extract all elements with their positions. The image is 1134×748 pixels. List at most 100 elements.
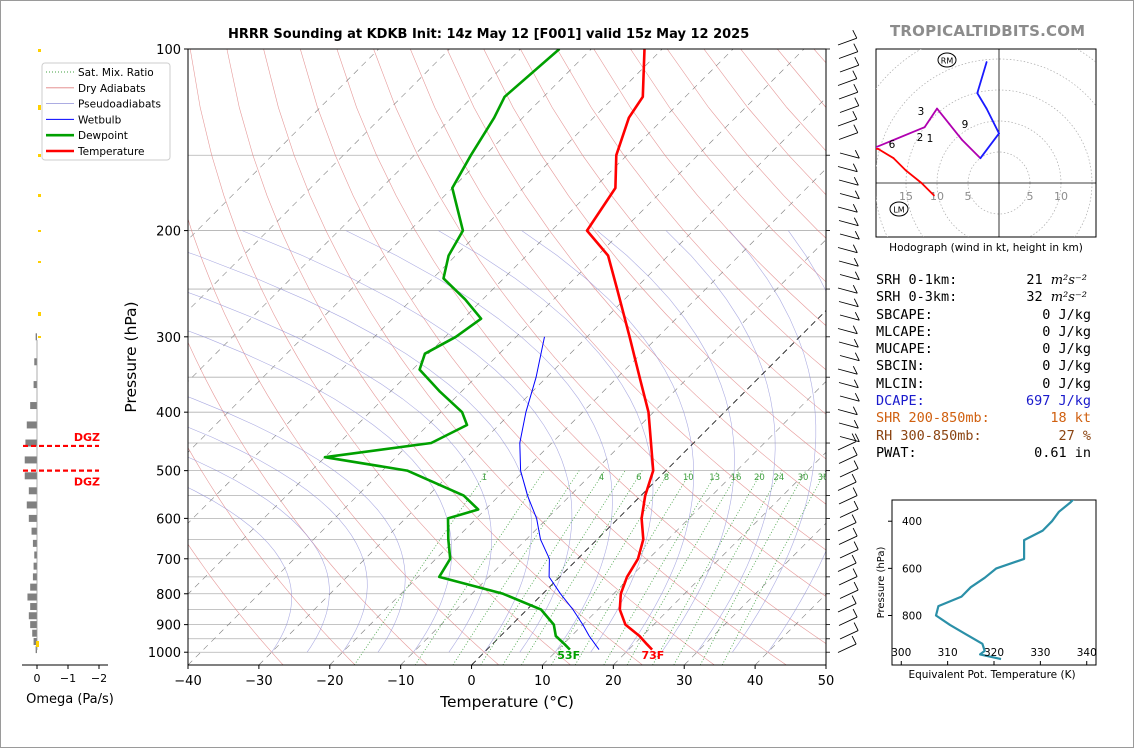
- wind-barb-flag: [853, 622, 859, 631]
- wind-barb-staff: [837, 78, 857, 86]
- param-value: 0 J/kg: [1042, 323, 1091, 340]
- omega-bar: [28, 514, 37, 522]
- hodograph-ring-label: 5: [1027, 190, 1034, 203]
- wind-barb-staff: [837, 287, 858, 294]
- mixing-ratio-line: [652, 470, 763, 665]
- mixing-ratio-label: 8: [664, 473, 669, 483]
- x-axis-label: Temperature (°C): [439, 693, 574, 711]
- wind-barb-staff: [837, 206, 858, 213]
- omega-marker: [38, 194, 41, 197]
- wind-barb-staff: [837, 166, 858, 173]
- omega-bar: [33, 562, 37, 570]
- wind-barb-flag: [851, 595, 857, 604]
- wind-barb-flag: [853, 257, 859, 267]
- pseudoadiabat-line: [438, 230, 654, 653]
- mixing-ratio-line: [574, 470, 692, 665]
- param-label: SRH 0-3km:: [876, 289, 958, 306]
- hodograph-trace-segment: [876, 126, 926, 149]
- param-unit: m²s⁻²: [1050, 273, 1087, 288]
- hodograph-ring-label: 10: [1054, 190, 1068, 203]
- wind-barb-flag: [851, 554, 857, 564]
- mixing-ratio-line: [521, 470, 643, 665]
- wind-barb-staff: [839, 193, 860, 200]
- param-row: MLCIN: 0 J/kg: [876, 376, 1091, 393]
- y-tick-label: 1000: [148, 646, 181, 661]
- hodograph-height-label: 9: [962, 119, 969, 131]
- dry-adiabat-line: [336, 49, 826, 644]
- param-row: PWAT: 0.61 in: [876, 445, 1091, 462]
- wind-barb-flag: [852, 203, 858, 213]
- dewpoint-surface-label: 53F: [557, 649, 580, 662]
- omega-bar: [30, 603, 37, 611]
- wind-barb-staff: [838, 341, 859, 348]
- wind-barb-staff: [837, 562, 857, 572]
- wind-barb-staff: [837, 247, 858, 254]
- wind-barb-staff: [839, 508, 859, 518]
- wind-barb-flag: [852, 446, 858, 456]
- param-label: SBCIN:: [876, 358, 925, 375]
- wind-barb-flag: [853, 43, 859, 52]
- wind-barb-staff: [837, 37, 857, 46]
- param-value: 0.61 in: [1034, 444, 1091, 461]
- y-axis-label: Pressure (hPa): [122, 301, 140, 412]
- param-label: SBCAPE:: [876, 306, 933, 323]
- param-value: 32 m²s⁻²: [1026, 289, 1087, 306]
- pseudoadiabat-line: [596, 230, 735, 653]
- wind-barb-flag: [854, 190, 860, 199]
- wind-barb-flag: [852, 365, 858, 375]
- wind-barb-staff: [838, 576, 858, 586]
- omega-bar: [31, 527, 37, 535]
- theta-e-y-axis-label: Pressure (hPa): [876, 547, 887, 619]
- wind-barb-staff: [837, 118, 857, 127]
- wind-barb-staff: [838, 535, 858, 545]
- mixing-ratio-label: 30: [798, 473, 809, 483]
- wind-barbs: [837, 29, 860, 653]
- param-unit: m²s⁻²: [1050, 290, 1087, 306]
- hodograph-area: 15 10 5 5 10: [876, 49, 1096, 237]
- mixing-ratio-line: [480, 470, 606, 665]
- omega-bar: [28, 612, 37, 620]
- x-tick-label: 20: [605, 674, 622, 689]
- left-mover-marker: [889, 201, 909, 217]
- wind-barb-flag: [853, 581, 859, 591]
- dry-adiabat-line: [188, 447, 356, 665]
- wind-barb-staff: [838, 301, 859, 308]
- isotherm-line: [400, 239, 826, 665]
- pseudoadiabat-line: [188, 426, 368, 653]
- param-row: RH 300-850mb: 27 %: [876, 428, 1091, 445]
- temperature-profile: [585, 49, 655, 651]
- omega-bar: [24, 472, 37, 480]
- omega-marker: [38, 230, 41, 232]
- param-label: RH 300-850mb:: [876, 427, 982, 444]
- dry-adiabat-line: [556, 49, 826, 371]
- legend-item-label: Pseudoadiabats: [78, 99, 161, 111]
- legend-item-label: Dewpoint: [78, 130, 128, 142]
- pseudoadiabat-line: [188, 396, 406, 653]
- wind-barb-staff: [837, 328, 858, 335]
- mixing-ratio-label: 1: [482, 473, 487, 483]
- wind-barb-staff: [837, 603, 857, 613]
- hodograph-trace-segment: [960, 138, 982, 160]
- param-label: SRH 0-1km:: [876, 272, 958, 288]
- theta-e-y-tick-label: 400: [902, 516, 922, 528]
- theta-e-x-tick-label: 340: [1077, 647, 1097, 659]
- hodograph-frame: [875, 48, 1097, 238]
- pseudoadiabat-line: [188, 487, 292, 653]
- hodograph-height-label: 2: [917, 132, 924, 144]
- wind-barb-flag: [854, 56, 860, 66]
- wind-barb-flag: [853, 217, 859, 226]
- dry-adiabat-line: [188, 543, 284, 665]
- omega-axis-label: Omega (Pa/s): [26, 692, 114, 707]
- pseudoadiabat-line: [241, 230, 573, 653]
- dry-adiabat-line: [189, 49, 571, 665]
- param-label: DCAPE:: [876, 393, 925, 410]
- omega-tick-label: −1: [60, 672, 76, 685]
- wind-barb-staff: [839, 233, 860, 240]
- mixing-ratio-line: [626, 470, 740, 665]
- mixing-ratio-label: 36: [818, 473, 829, 483]
- hodograph-height-label: 3: [918, 106, 925, 118]
- dewpoint-profile: [323, 49, 571, 651]
- wind-barb-flag: [854, 433, 860, 442]
- omega-bar: [30, 621, 37, 629]
